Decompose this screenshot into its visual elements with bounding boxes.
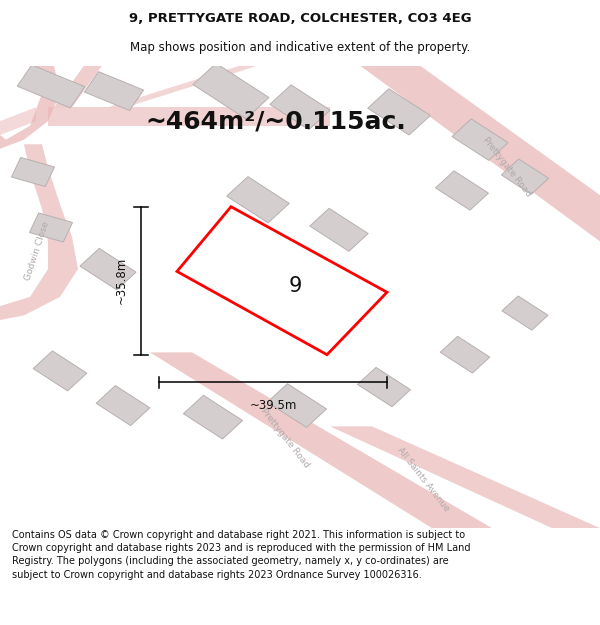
Polygon shape	[0, 144, 78, 320]
Polygon shape	[360, 66, 600, 241]
Polygon shape	[502, 296, 548, 330]
Polygon shape	[0, 107, 36, 135]
Polygon shape	[358, 368, 410, 407]
Polygon shape	[452, 119, 508, 161]
Text: Prettygate Road: Prettygate Road	[481, 136, 533, 199]
Polygon shape	[227, 177, 289, 223]
Polygon shape	[502, 159, 548, 194]
Polygon shape	[33, 351, 87, 391]
Polygon shape	[440, 336, 490, 373]
Polygon shape	[268, 384, 326, 428]
Polygon shape	[80, 248, 136, 290]
Polygon shape	[330, 426, 600, 528]
Text: All Saints Avenue: All Saints Avenue	[395, 446, 451, 513]
Polygon shape	[29, 213, 73, 242]
Polygon shape	[270, 85, 330, 129]
Text: ~39.5m: ~39.5m	[250, 399, 296, 412]
Text: ~464m²/~0.115ac.: ~464m²/~0.115ac.	[146, 109, 406, 133]
Polygon shape	[11, 158, 55, 186]
Polygon shape	[85, 72, 143, 111]
Text: 9: 9	[289, 276, 302, 296]
Text: ~35.8m: ~35.8m	[115, 257, 128, 304]
Text: Contains OS data © Crown copyright and database right 2021. This information is : Contains OS data © Crown copyright and d…	[12, 530, 470, 579]
Text: Map shows position and indicative extent of the property.: Map shows position and indicative extent…	[130, 41, 470, 54]
Polygon shape	[436, 171, 488, 210]
Polygon shape	[108, 66, 258, 108]
Text: 9, PRETTYGATE ROAD, COLCHESTER, CO3 4EG: 9, PRETTYGATE ROAD, COLCHESTER, CO3 4EG	[128, 12, 472, 25]
Polygon shape	[0, 66, 60, 149]
Text: Prettygate Road: Prettygate Road	[259, 406, 311, 469]
Polygon shape	[96, 386, 150, 426]
Polygon shape	[177, 207, 387, 355]
Polygon shape	[368, 89, 430, 135]
Polygon shape	[48, 107, 330, 126]
Polygon shape	[310, 208, 368, 251]
Polygon shape	[150, 352, 492, 528]
Text: Godwin Close: Godwin Close	[23, 220, 51, 281]
Polygon shape	[193, 63, 269, 119]
Polygon shape	[184, 395, 242, 439]
Polygon shape	[54, 66, 102, 108]
Polygon shape	[17, 65, 85, 108]
